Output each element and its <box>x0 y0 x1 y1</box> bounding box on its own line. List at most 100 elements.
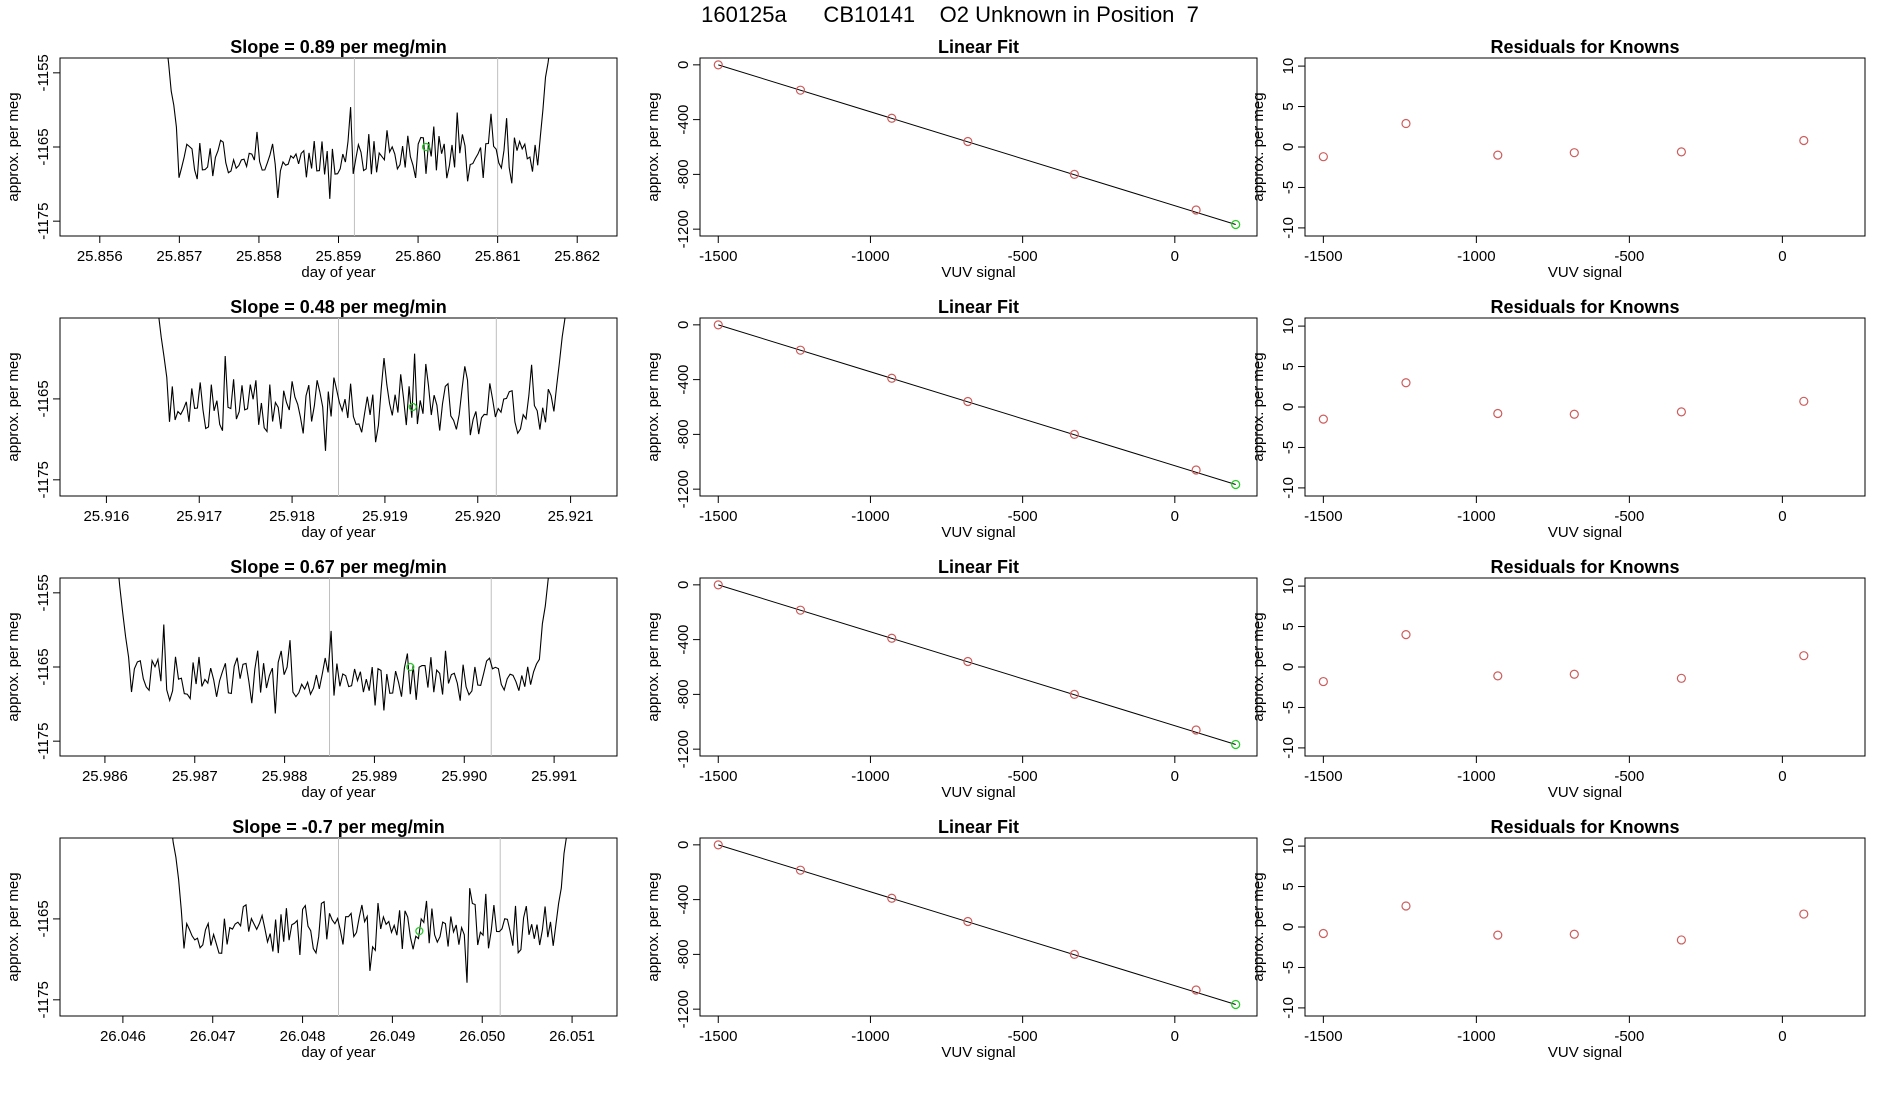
x-tick-label: 25.917 <box>176 508 222 525</box>
y-tick-label: 5 <box>1280 362 1297 370</box>
x-tick-label: 25.918 <box>269 508 315 525</box>
x-axis-label: day of year <box>301 264 375 281</box>
x-tick-label: -500 <box>1008 508 1038 525</box>
x-tick-label: -1500 <box>1304 508 1342 525</box>
y-tick-label: -800 <box>675 159 692 189</box>
residual-point <box>1493 671 1503 681</box>
panel-r1-line: Slope = 0.89 per meg/min 25.856 25.857 25.8… <box>5 37 618 281</box>
x-tick-label: -1000 <box>1457 1028 1495 1045</box>
y-tick-label: 5 <box>1280 882 1297 890</box>
signal-trace <box>118 578 549 714</box>
x-tick-label: 0 <box>1778 768 1786 785</box>
y-axis-label: approx. per meg <box>645 872 662 981</box>
y-tick-label: -1155 <box>35 54 52 91</box>
x-tick-label: -1000 <box>851 248 889 265</box>
plot-area <box>172 838 567 1016</box>
residual-point <box>1676 407 1686 417</box>
y-tick-label: -400 <box>675 365 692 395</box>
known-point <box>795 85 806 95</box>
x-tick-label: 0 <box>1171 508 1179 525</box>
residual-point <box>1493 408 1503 419</box>
panel-r1-scatter: Residuals for Knowns -1500 -1000 -500 0 10 5 0 -… <box>1250 37 1866 281</box>
y-axis-label: approx. per meg <box>1250 872 1267 981</box>
residual-point <box>1569 929 1579 939</box>
y-axis-label: approx. per meg <box>5 872 22 981</box>
y-tick-label: -5 <box>1280 441 1297 454</box>
x-tick-label: -1000 <box>851 768 889 785</box>
y-tick-label: -400 <box>675 625 692 655</box>
panel-title: Residuals for Knowns <box>1490 37 1679 57</box>
signal-trace <box>167 58 550 199</box>
residual-point <box>1569 148 1579 158</box>
known-point <box>1191 465 1201 475</box>
x-tick-label: 0 <box>1778 508 1786 525</box>
plot-frame <box>59 57 618 237</box>
known-point <box>887 373 897 383</box>
x-tick-label: -1500 <box>1304 248 1342 265</box>
y-tick-label: -1175 <box>35 461 52 498</box>
known-point <box>1191 205 1201 215</box>
residual-point <box>1401 901 1411 911</box>
x-tick-label: -1000 <box>851 1028 889 1045</box>
residual-point <box>1318 676 1328 687</box>
x-tick-label: 0 <box>1171 768 1179 785</box>
residual-point <box>1676 147 1686 157</box>
y-tick-label: 10 <box>1280 318 1297 335</box>
plot-frame <box>699 837 1258 1017</box>
x-axis-label: VUV signal <box>941 784 1015 801</box>
plot-area <box>1318 630 1809 687</box>
panel-title: Linear Fit <box>938 817 1019 837</box>
x-axis-label: day of year <box>301 524 375 541</box>
panel-r2-scatter: Linear Fit -1500 -1000 -500 0 0 -400 -800 -1200 V… <box>645 297 1258 541</box>
y-tick-label: -5 <box>1280 181 1297 194</box>
known-point <box>963 136 973 147</box>
y-tick-label: 0 <box>675 841 692 849</box>
known-point <box>1069 689 1079 699</box>
x-tick-label: 25.920 <box>455 508 501 525</box>
panel-title: Slope = 0.89 per meg/min <box>230 37 447 57</box>
unknown-point <box>1231 739 1241 750</box>
panel-title: Linear Fit <box>938 557 1019 577</box>
y-tick-label: 10 <box>1280 578 1297 595</box>
y-tick-label: -400 <box>675 105 692 135</box>
x-tick-label: -1000 <box>1457 248 1495 265</box>
panel-r3-scatter: Residuals for Knowns -1500 -1000 -500 0 10 5 0 -… <box>1250 557 1866 801</box>
plot-area <box>167 58 550 236</box>
x-tick-label: -1500 <box>699 508 737 525</box>
x-tick-label: 26.050 <box>459 1028 505 1045</box>
x-tick-label: 0 <box>1171 1028 1179 1045</box>
x-axis-label: VUV signal <box>1548 264 1622 281</box>
residual-point <box>1493 150 1503 160</box>
y-tick-label: -1155 <box>35 574 52 611</box>
plot-area <box>713 840 1241 1010</box>
x-tick-label: -1000 <box>851 508 889 525</box>
y-tick-label: -10 <box>1280 217 1297 239</box>
plot-frame <box>1304 57 1866 237</box>
y-tick-label: -10 <box>1280 997 1297 1019</box>
y-tick-label: -1165 <box>35 128 52 165</box>
signal-trace <box>172 838 567 983</box>
signal-trace <box>158 318 566 451</box>
panel-r2-scatter: Residuals for Knowns -1500 -1000 -500 0 10 5 0 -… <box>1250 297 1866 541</box>
residual-point <box>1569 669 1579 679</box>
residual-point <box>1799 651 1809 661</box>
known-point <box>1191 985 1201 995</box>
residual-point <box>1318 152 1328 162</box>
x-axis-label: VUV signal <box>941 1044 1015 1061</box>
x-axis-label: VUV signal <box>1548 524 1622 541</box>
x-tick-label: 25.987 <box>172 768 218 785</box>
x-axis-label: VUV signal <box>941 524 1015 541</box>
panel-r3-scatter: Linear Fit -1500 -1000 -500 0 0 -400 -800 -1200 V… <box>645 557 1258 801</box>
x-axis-label: day of year <box>301 784 375 801</box>
x-tick-label: -500 <box>1614 768 1644 785</box>
plot-area <box>713 60 1241 230</box>
known-point <box>713 580 723 590</box>
y-axis-label: approx. per meg <box>1250 92 1267 201</box>
x-tick-label: 0 <box>1778 1028 1786 1045</box>
x-tick-label: 25.862 <box>554 248 600 265</box>
y-tick-label: -800 <box>675 679 692 709</box>
panel-title: Linear Fit <box>938 37 1019 57</box>
known-point <box>795 605 806 615</box>
fit-line <box>718 844 1236 1005</box>
panel-title: Residuals for Knowns <box>1490 557 1679 577</box>
